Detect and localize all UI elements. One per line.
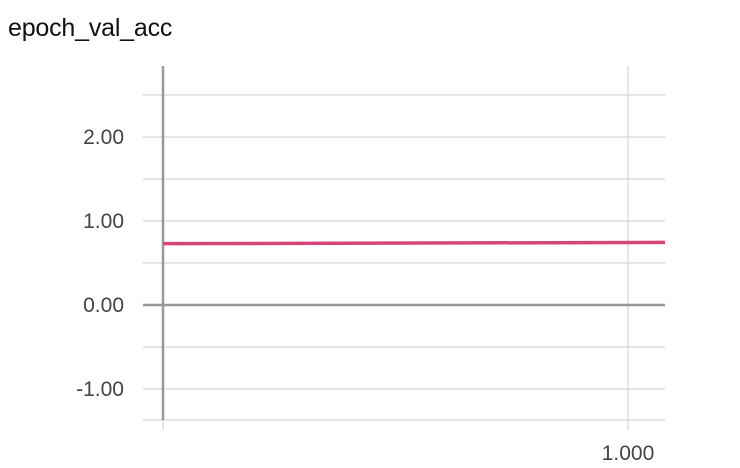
axis-layer (143, 66, 665, 430)
y-tick-label: 1.00 (83, 210, 124, 233)
y-tick-label: 2.00 (83, 126, 124, 149)
x-tick-label: 1.000 (602, 442, 655, 465)
series-layer (162, 240, 666, 246)
y-tick-label: -1.00 (76, 378, 124, 401)
tick-label-layer: -1.00 0.00 1.00 2.00 1.000 (76, 126, 654, 465)
chart-title: epoch_val_acc (8, 14, 173, 42)
series-line (162, 240, 666, 246)
grid-layer (143, 66, 665, 430)
y-tick-label: 0.00 (83, 294, 124, 317)
